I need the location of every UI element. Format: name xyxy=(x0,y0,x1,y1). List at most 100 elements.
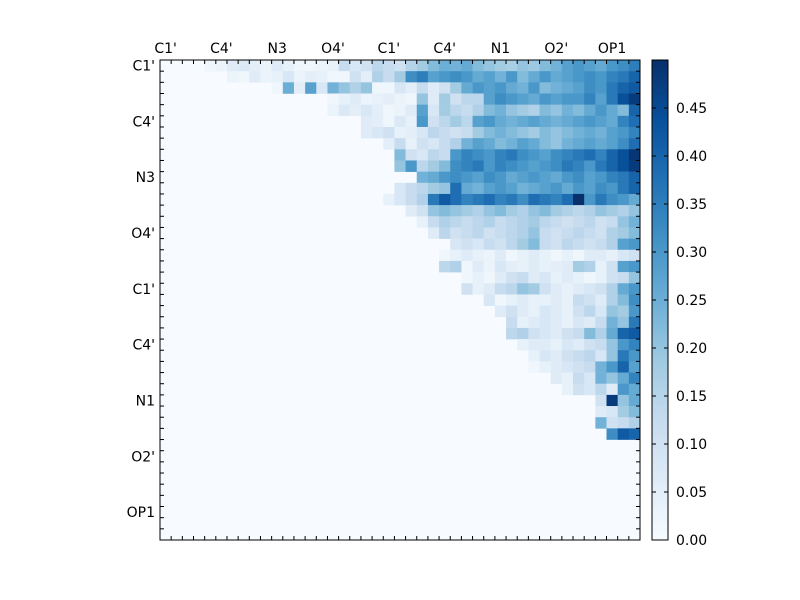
heatmap-cell xyxy=(528,316,540,329)
heatmap-cell xyxy=(416,149,429,161)
heatmap-cell xyxy=(494,238,507,251)
heatmap-cell xyxy=(528,238,540,251)
heatmap-cell xyxy=(628,316,641,329)
heatmap-cell xyxy=(282,71,295,83)
heatmap-cell xyxy=(472,149,485,161)
heatmap-cell xyxy=(528,305,540,318)
heatmap-cell xyxy=(584,238,596,251)
heatmap-cell xyxy=(461,138,473,150)
heatmap-cell xyxy=(550,372,563,385)
heatmap-cell xyxy=(427,171,440,184)
heatmap-cell xyxy=(550,93,563,105)
heatmap-cell xyxy=(461,82,473,94)
heatmap-cell xyxy=(606,182,618,195)
colorbar-tick-label: 0.00 xyxy=(676,533,707,549)
x-tick-label: OP1 xyxy=(598,41,626,57)
heatmap-cell xyxy=(483,93,496,105)
heatmap-cell xyxy=(439,216,451,228)
heatmap-cell xyxy=(483,260,496,273)
heatmap-cell xyxy=(606,428,618,440)
heatmap-cell xyxy=(573,171,585,184)
heatmap-cell xyxy=(394,93,406,105)
heatmap-cell xyxy=(439,138,451,150)
heatmap-cell xyxy=(517,160,529,172)
heatmap-cell xyxy=(506,305,518,318)
heatmap-cell xyxy=(494,115,507,128)
heatmap-cell xyxy=(617,238,630,251)
heatmap-cell xyxy=(383,126,395,139)
heatmap-cell xyxy=(561,227,574,239)
heatmap-cell xyxy=(617,417,630,429)
heatmap-cell xyxy=(584,361,596,373)
heatmap-cell xyxy=(383,115,395,128)
heatmap-cell xyxy=(606,60,618,72)
heatmap-cell xyxy=(584,182,596,195)
heatmap-cell xyxy=(506,115,518,128)
heatmap-cell xyxy=(617,394,630,407)
heatmap-cell xyxy=(450,138,462,150)
heatmap-cell xyxy=(450,193,462,206)
colorbar-ticks: 0.00 0.05 0.10 0.15 0.20 0.25 0.30 0.35 0.40 0.45 xyxy=(652,101,707,549)
heatmap-cell xyxy=(494,272,507,284)
axis-ticks xyxy=(159,59,641,541)
heatmap-cell xyxy=(606,82,618,94)
heatmap-cell xyxy=(550,361,563,373)
heatmap-cell xyxy=(539,82,551,94)
heatmap-cell xyxy=(461,93,473,105)
heatmap-cell xyxy=(584,294,596,306)
heatmap-cell xyxy=(617,406,630,418)
heatmap-cell xyxy=(528,339,540,351)
heatmap-cell xyxy=(595,260,607,273)
heatmap-cell xyxy=(483,205,496,217)
heatmap-cell xyxy=(595,294,607,306)
heatmap-cell xyxy=(573,205,585,217)
heatmap-cell xyxy=(450,126,462,139)
heatmap-cell xyxy=(584,350,596,362)
heatmap-cell xyxy=(561,383,574,396)
heatmap-cell xyxy=(539,283,551,295)
heatmap-cell xyxy=(628,394,641,407)
heatmap-cell xyxy=(573,238,585,251)
heatmap-cell xyxy=(405,71,418,83)
heatmap-cell xyxy=(606,115,618,128)
heatmap-cell xyxy=(394,71,406,83)
heatmap-cell xyxy=(416,126,429,139)
heatmap-cell xyxy=(584,115,596,128)
heatmap-cell xyxy=(360,115,373,128)
heatmap-cell xyxy=(472,104,485,117)
heatmap-cell xyxy=(628,149,641,161)
heatmap-cell xyxy=(271,71,284,83)
heatmap-cell xyxy=(472,138,485,150)
heatmap-cell xyxy=(439,115,451,128)
heatmap-cell xyxy=(494,283,507,295)
heatmap-cell xyxy=(439,160,451,172)
heatmap-cell xyxy=(561,149,574,161)
heatmap-cell xyxy=(617,149,630,161)
heatmap-cell xyxy=(528,93,540,105)
heatmap-cell xyxy=(584,104,596,117)
heatmap-cell xyxy=(416,82,429,94)
heatmap-cell xyxy=(539,138,551,150)
heatmap-cell xyxy=(528,115,540,128)
heatmap-cell xyxy=(595,138,607,150)
heatmap-cell xyxy=(584,327,596,340)
heatmap-cell xyxy=(450,60,462,72)
heatmap-cell xyxy=(584,205,596,217)
heatmap-cell xyxy=(561,361,574,373)
heatmap-cell xyxy=(506,149,518,161)
heatmap-cell xyxy=(606,249,618,262)
heatmap-cell xyxy=(550,205,563,217)
heatmap-cell xyxy=(383,104,395,117)
heatmap-cell xyxy=(517,71,529,83)
heatmap-cell xyxy=(528,205,540,217)
heatmap-cell xyxy=(606,216,618,228)
heatmap-cell xyxy=(327,104,339,117)
heatmap-cell xyxy=(628,372,641,385)
heatmap-cell xyxy=(506,249,518,262)
heatmap-cell xyxy=(528,327,540,340)
heatmap-cell xyxy=(528,350,540,362)
heatmap-cell xyxy=(539,182,551,195)
heatmap-cell xyxy=(517,93,529,105)
heatmap-cell xyxy=(539,104,551,117)
heatmap-cell xyxy=(517,216,529,228)
